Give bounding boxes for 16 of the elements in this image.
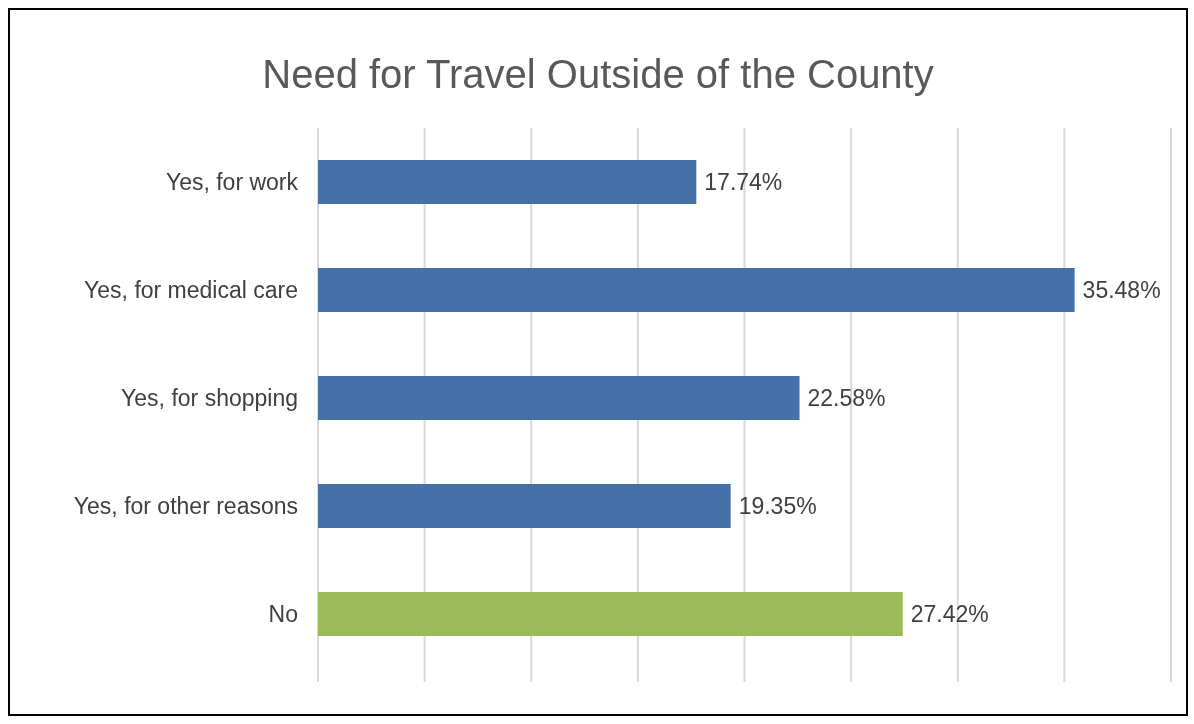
data-label: 17.74% bbox=[704, 169, 783, 195]
bar bbox=[318, 484, 731, 528]
bar bbox=[318, 160, 697, 204]
bar bbox=[318, 376, 800, 420]
bar bbox=[318, 268, 1075, 312]
bar bbox=[318, 592, 903, 636]
data-label: 35.48% bbox=[1082, 277, 1161, 303]
data-label: 19.35% bbox=[738, 493, 817, 519]
data-label: 22.58% bbox=[807, 385, 886, 411]
chart-title: Need for Travel Outside of the County bbox=[261, 52, 935, 98]
y-tick-label: Yes, for medical care bbox=[84, 277, 298, 304]
y-tick-label: No bbox=[268, 601, 298, 628]
y-tick-label: Yes, for work bbox=[165, 169, 299, 196]
y-tick-label: Yes, for other reasons bbox=[73, 493, 298, 520]
y-tick-label: Yes, for shopping bbox=[121, 385, 298, 412]
data-label: 27.42% bbox=[910, 601, 989, 627]
